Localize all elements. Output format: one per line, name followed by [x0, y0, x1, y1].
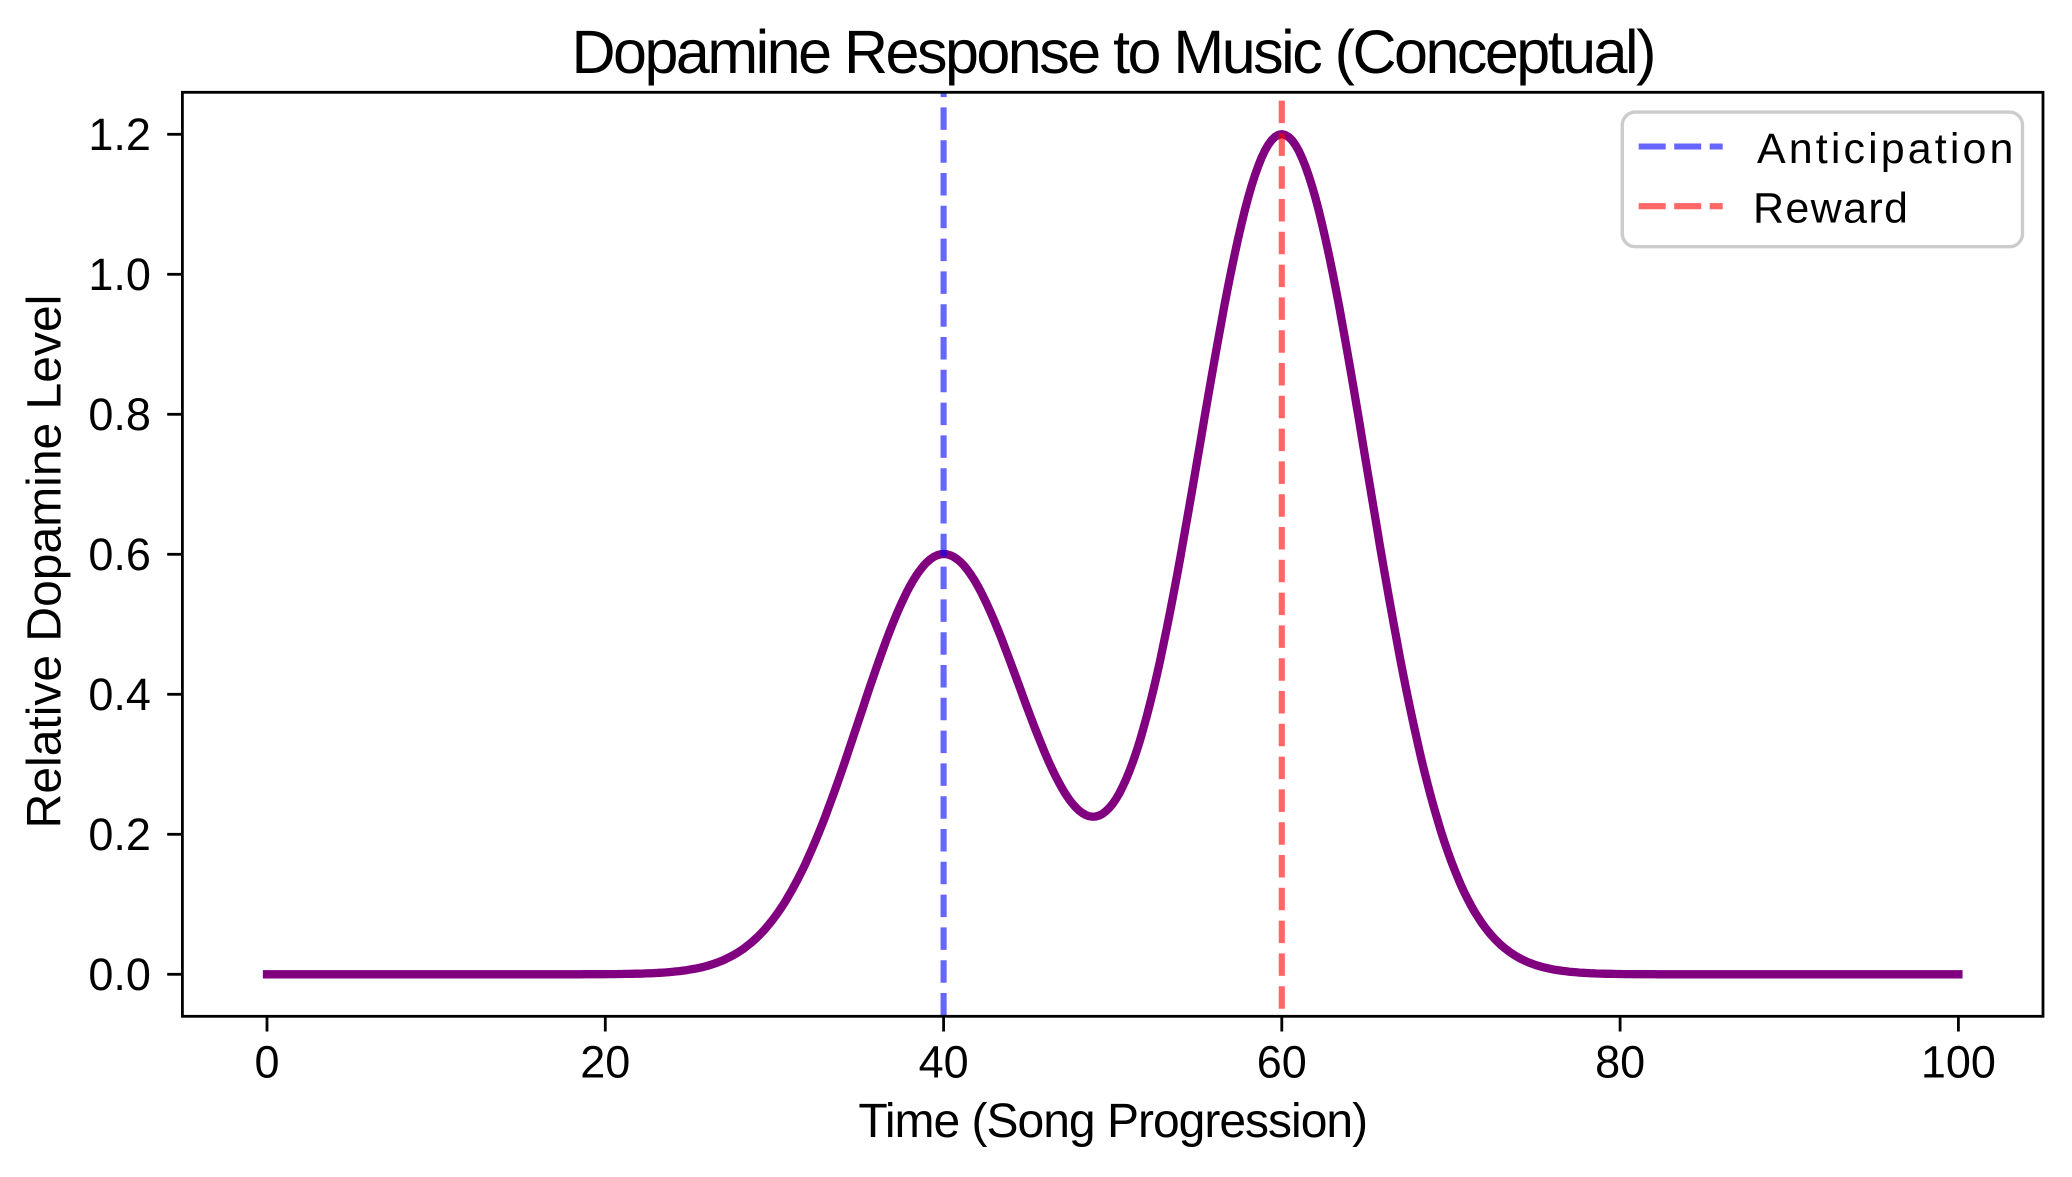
svg-text:0: 0 [254, 1037, 279, 1088]
svg-text:Anticipation: Anticipation [1757, 125, 2017, 173]
svg-text:60: 60 [1257, 1037, 1307, 1088]
svg-text:Time (Song Progression): Time (Song Progression) [858, 1095, 1367, 1148]
svg-text:0.6: 0.6 [88, 529, 151, 580]
svg-text:0.2: 0.2 [88, 809, 151, 860]
svg-text:Dopamine Response to Music (Co: Dopamine Response to Music (Conceptual) [571, 18, 1653, 86]
svg-text:Reward: Reward [1753, 185, 1909, 233]
svg-text:0.8: 0.8 [88, 389, 151, 440]
svg-text:80: 80 [1595, 1037, 1645, 1088]
svg-text:0.0: 0.0 [88, 949, 151, 1000]
svg-text:1.0: 1.0 [88, 249, 151, 300]
svg-text:Relative Dopamine Level: Relative Dopamine Level [19, 295, 72, 829]
svg-text:20: 20 [580, 1037, 630, 1088]
svg-text:100: 100 [1921, 1037, 1996, 1088]
svg-text:0.4: 0.4 [88, 669, 151, 720]
svg-text:40: 40 [919, 1037, 969, 1088]
svg-text:1.2: 1.2 [88, 109, 151, 160]
